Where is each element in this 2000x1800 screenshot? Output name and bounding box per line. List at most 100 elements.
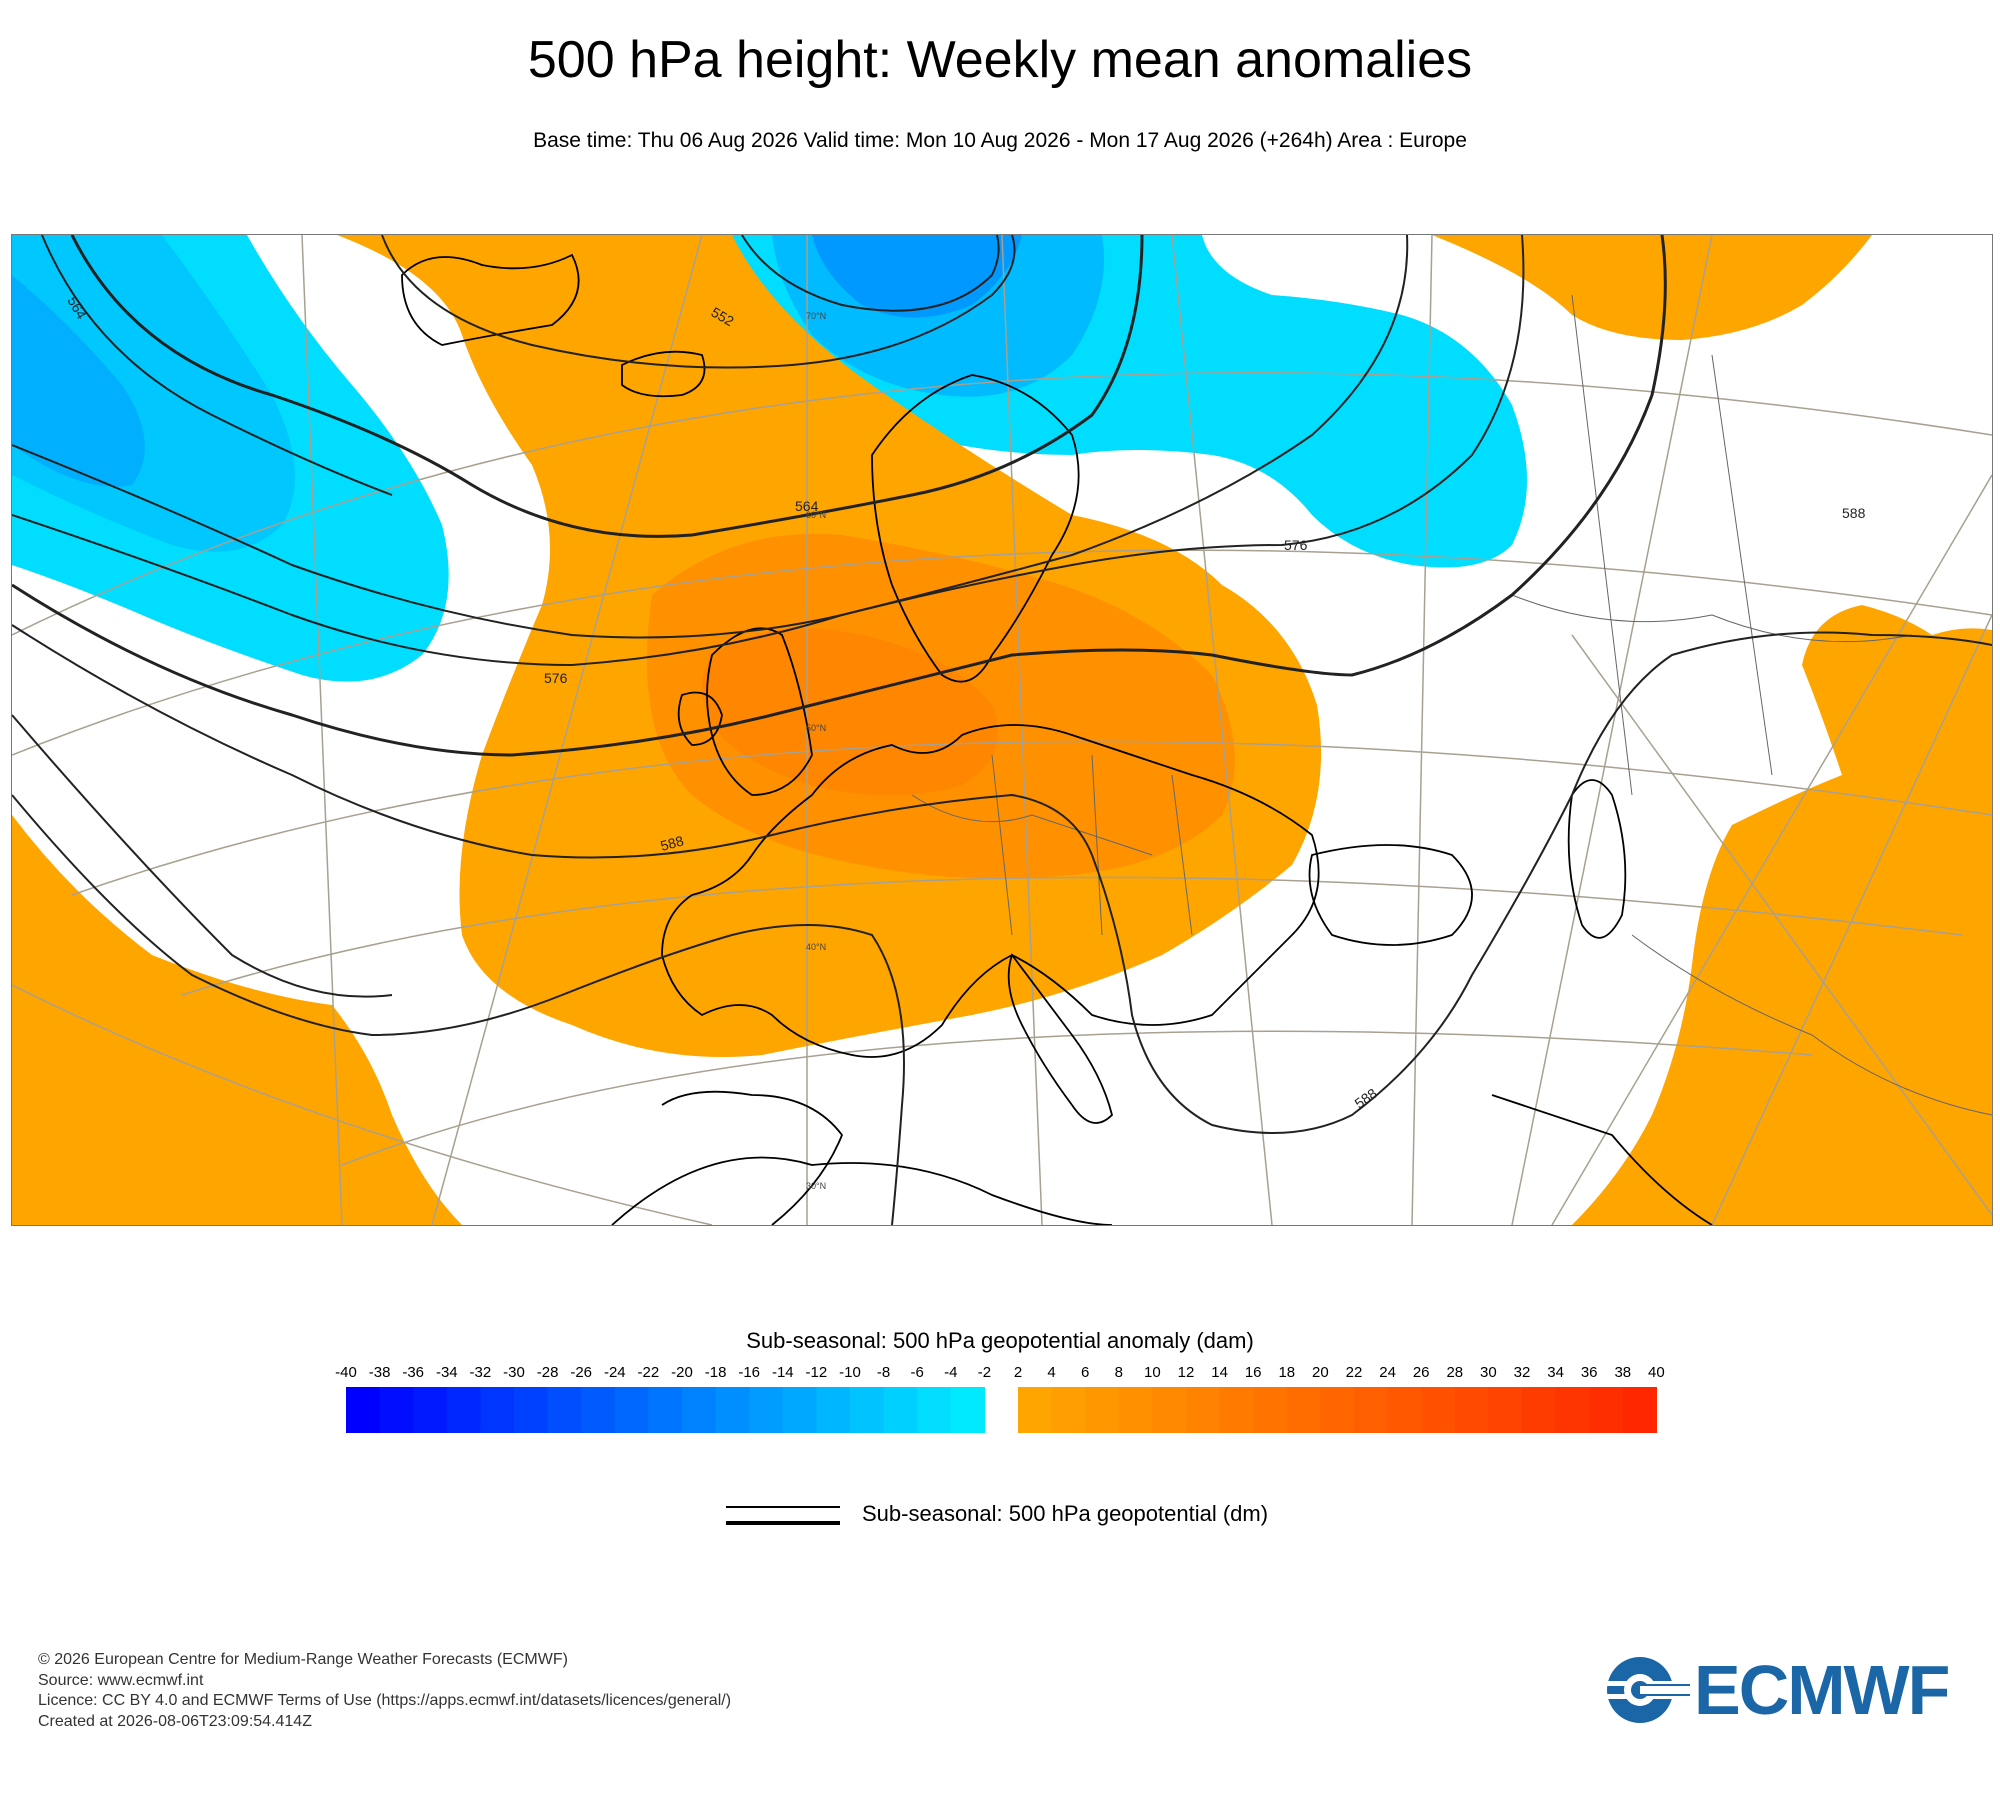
- ecmwf-logo-text: ECMWF: [1694, 1651, 1950, 1729]
- colorbar-swatch: [1253, 1387, 1288, 1433]
- colorbar-swatch: [514, 1387, 549, 1433]
- colorbar-tick-label: 8: [1114, 1364, 1123, 1381]
- colorbar-swatch: [547, 1387, 582, 1433]
- colorbar-tick-label: 32: [1513, 1364, 1531, 1381]
- colorbar-title: Sub-seasonal: 500 hPa geopotential anoma…: [746, 1328, 1254, 1353]
- positive-anomaly-fill: [12, 235, 1992, 1225]
- colorbar-tick-label: -36: [402, 1364, 425, 1381]
- colorbar-tick-label: 30: [1480, 1364, 1497, 1381]
- latitude-label: 60°N: [806, 510, 826, 520]
- colorbar-tick-label: 10: [1144, 1364, 1161, 1381]
- negative-anomaly-deep-north: [812, 235, 1022, 318]
- colorbar-swatch: [1219, 1387, 1254, 1433]
- colorbar-tick-label: -14: [771, 1364, 794, 1381]
- negative-anomaly-deep-west: [12, 275, 145, 487]
- colorbar-swatch: [1454, 1387, 1489, 1433]
- ireland-coast: [677, 691, 723, 746]
- colorbar-swatch: [850, 1387, 885, 1433]
- colorbar-swatch: [581, 1387, 616, 1433]
- negative-anomaly-fill: [12, 235, 1527, 682]
- colorbar-tick-label: -28: [536, 1364, 559, 1381]
- colorbar-swatch: [883, 1387, 918, 1433]
- latitude-label: 40°N: [806, 942, 826, 952]
- contour-576-upper: [12, 235, 1525, 639]
- contour-legend-swatch: [726, 1506, 840, 1525]
- colorbar-tick-label: -38: [368, 1364, 391, 1381]
- colorbar-swatch: [715, 1387, 750, 1433]
- iceland-coast: [621, 350, 706, 398]
- colorbar-swatch: [1555, 1387, 1590, 1433]
- country-borders: [911, 294, 1992, 1116]
- chart-subtitle: Base time: Thu 06 Aug 2026 Valid time: M…: [533, 129, 1467, 152]
- colorbar: [346, 1387, 1657, 1433]
- colorbar-tick-label: -18: [704, 1364, 727, 1381]
- contour-588-inner: [12, 624, 1992, 1134]
- contour-552-inner: [741, 235, 1000, 312]
- colorbar-tick-label: -40: [335, 1364, 357, 1381]
- contour-588: [12, 794, 905, 1225]
- contour-label: 588: [1842, 505, 1866, 521]
- colorbar-swatch: [1085, 1387, 1120, 1433]
- colorbar-tick-label: 6: [1081, 1364, 1090, 1381]
- iberia-coast: [661, 1090, 844, 1225]
- colorbar-tick-label: 18: [1278, 1364, 1296, 1381]
- colorbar-swatch: [480, 1387, 515, 1433]
- colorbar-tick-label: -30: [503, 1364, 525, 1381]
- latitude-label: 50°N: [806, 723, 826, 733]
- colorbar-tick-label: -12: [805, 1364, 828, 1381]
- colorbar-tick-label: -2: [977, 1364, 992, 1381]
- contour-label: 576: [544, 670, 568, 686]
- colorbar-swatch: [1387, 1387, 1422, 1433]
- colorbar-tick-label: 40: [1648, 1364, 1665, 1381]
- latitude-label: 30°N: [806, 1181, 826, 1191]
- colorbar-tick-label: 14: [1211, 1364, 1228, 1381]
- greenland-coast: [401, 253, 580, 346]
- geopotential-contours: [12, 235, 1992, 1225]
- contour-552: [381, 235, 1016, 369]
- colorbar-tick-label: 38: [1614, 1364, 1632, 1381]
- colorbar-swatch: [682, 1387, 717, 1433]
- latitude-labels: 70°N 60°N 50°N 40°N 30°N: [806, 311, 826, 1191]
- graticule: [12, 235, 1992, 1225]
- contour-legend: Sub-seasonal: 500 hPa geopotential (dm): [726, 1497, 1426, 1537]
- colorbar-swatch: [1286, 1387, 1321, 1433]
- africa-coast: [611, 1156, 1113, 1225]
- colorbar-tick-label: -16: [738, 1364, 761, 1381]
- colorbar-tick-label: 28: [1446, 1364, 1464, 1381]
- colorbar-swatch: [1622, 1387, 1657, 1433]
- positive-anomaly-region-atlantic: [12, 815, 462, 1225]
- contour-564-north: [70, 235, 1144, 538]
- contour-576: [12, 235, 1667, 757]
- ecmwf-logo-icon: [1590, 1657, 1690, 1723]
- mideast-coast: [1491, 1094, 1713, 1225]
- colorbar-tick-label: 26: [1412, 1364, 1430, 1381]
- british-isles-coast: [706, 627, 813, 796]
- colorbar-swatch: [413, 1387, 448, 1433]
- colorbar-swatch: [1152, 1387, 1187, 1433]
- colorbar-tick-label: 24: [1379, 1364, 1396, 1381]
- colorbar-swatch: [1320, 1387, 1355, 1433]
- contour-label: 588: [1352, 1085, 1380, 1112]
- colorbar-swatch: [1522, 1387, 1557, 1433]
- colorbar-tick-label: 34: [1547, 1364, 1564, 1381]
- colorbar-swatch: [614, 1387, 649, 1433]
- colorbar-tick-label: -34: [435, 1364, 458, 1381]
- footer-source: Source: www.ecmwf.int: [38, 1671, 204, 1689]
- contour-label: 576: [1284, 537, 1308, 553]
- ecmwf-logo: ECMWF: [1590, 1651, 1970, 1729]
- colorbar-tick-label: 22: [1345, 1364, 1363, 1381]
- footer-created: Created at 2026-08-06T23:09:54.414Z: [38, 1712, 312, 1730]
- colorbar-swatch: [1421, 1387, 1456, 1433]
- colorbar-tick-label: -26: [570, 1364, 593, 1381]
- colorbar-tick-label: -6: [910, 1364, 924, 1381]
- footer-copyright: © 2026 European Centre for Medium-Range …: [38, 1651, 568, 1668]
- colorbar-tick-label: -8: [876, 1364, 891, 1381]
- colorbar-swatch: [917, 1387, 952, 1433]
- colorbar-tick-label: -22: [637, 1364, 660, 1381]
- colorbar-swatch: [1488, 1387, 1523, 1433]
- colorbar-tick-label: -32: [469, 1364, 492, 1381]
- colorbar-swatch: [1118, 1387, 1153, 1433]
- colorbar-swatch: [446, 1387, 481, 1433]
- colorbar-swatch: [950, 1387, 985, 1433]
- anomaly-map: 564 552 564 576 576 588 588 588 70°N 60°…: [11, 234, 1993, 1226]
